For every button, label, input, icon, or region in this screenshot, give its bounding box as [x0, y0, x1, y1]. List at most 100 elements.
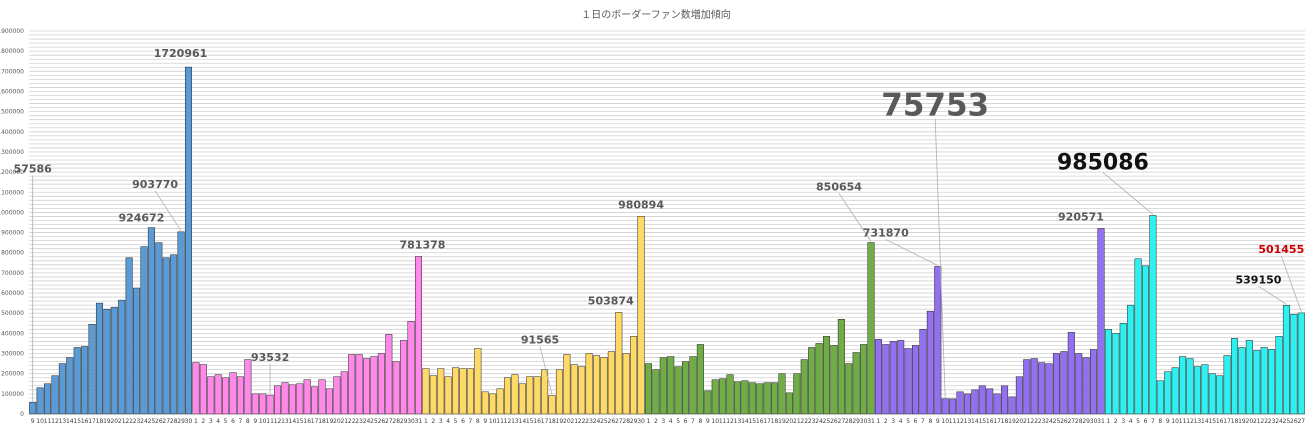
x-tick-label: 9 [936, 418, 940, 425]
bar [1186, 358, 1194, 415]
bar [363, 358, 371, 415]
y-tick-label: 1200000 [0, 169, 24, 176]
x-tick-label: 28 [170, 418, 178, 425]
x-tick-label: 2 [201, 418, 205, 425]
x-tick-label: 20 [563, 418, 571, 425]
bar [1268, 349, 1276, 415]
x-tick-label: 18 [548, 418, 556, 425]
bar [481, 391, 489, 415]
x-tick-label: 29 [1082, 418, 1090, 425]
bar [1260, 347, 1268, 415]
bar [118, 299, 126, 415]
x-tick-label: 13 [511, 418, 519, 425]
x-tick-label: 13 [734, 418, 742, 425]
bar [778, 373, 786, 415]
bar [296, 383, 304, 415]
x-tick-label: 6 [1144, 418, 1148, 425]
bar [541, 369, 549, 415]
x-tick-label: 3 [1121, 418, 1125, 425]
bar [385, 334, 393, 415]
x-tick-label: 1 [647, 418, 651, 425]
bar [251, 393, 259, 415]
x-tick-label: 20 [1016, 418, 1024, 425]
bar [785, 392, 793, 415]
x-tick-label: 26 [608, 418, 616, 425]
x-tick-label: 30 [860, 418, 868, 425]
bar [1290, 313, 1298, 415]
bar [630, 336, 638, 415]
bar [311, 386, 319, 415]
y-tick-label: 1400000 [0, 129, 24, 136]
bar [830, 345, 838, 415]
x-tick-label: 31 [1097, 418, 1105, 425]
annotation-label: 850654 [816, 181, 862, 194]
x-tick-label: 30 [1090, 418, 1098, 425]
bar [934, 266, 942, 415]
bar [1090, 349, 1098, 415]
x-tick-label: 19 [778, 418, 786, 425]
bar [978, 385, 986, 415]
bar [496, 388, 504, 415]
bar [1297, 312, 1305, 415]
bar [177, 231, 185, 415]
x-tick-label: 7 [1151, 418, 1155, 425]
bar [140, 246, 148, 415]
bar [184, 66, 193, 415]
x-tick-label: 29 [630, 418, 638, 425]
x-tick-label: 5 [676, 418, 680, 425]
x-tick-label: 16 [303, 418, 311, 425]
x-tick-label: 14 [741, 418, 749, 425]
annotation-label: 93532 [251, 351, 289, 364]
bar [726, 374, 734, 415]
x-tick-label: 24 [363, 418, 371, 425]
bar [1038, 362, 1046, 415]
bar [696, 344, 704, 415]
bar [199, 364, 207, 415]
x-tick-label: 23 [133, 418, 141, 425]
x-tick-label: 23 [1268, 418, 1276, 425]
x-tick-label: 24 [1275, 418, 1283, 425]
x-tick-label: 24 [815, 418, 823, 425]
x-tick-label: 12 [956, 418, 964, 425]
x-tick-label: 8 [246, 418, 250, 425]
bar [1149, 215, 1157, 415]
x-tick-label: 24 [593, 418, 601, 425]
y-tick-label: 300000 [1, 351, 24, 358]
x-tick-label: 30 [407, 418, 415, 425]
bar [682, 361, 690, 415]
bar [1253, 350, 1261, 415]
x-tick-label: 19 [1008, 418, 1016, 425]
annotation-label: 57586 [14, 162, 53, 175]
x-tick-label: 3 [439, 418, 443, 425]
x-tick-label: 25 [370, 418, 378, 425]
x-tick-label: 9 [483, 418, 487, 425]
x-tick-label: 9 [706, 418, 710, 425]
x-tick-label: 15 [978, 418, 986, 425]
x-tick-label: 12 [1186, 418, 1194, 425]
bar [1216, 375, 1224, 415]
bar [578, 366, 586, 415]
bar [555, 369, 563, 415]
x-tick-label: 11 [949, 418, 957, 425]
x-tick-label: 9 [31, 418, 35, 425]
annotation-label: 781378 [400, 238, 446, 251]
x-tick-label: 10 [711, 418, 719, 425]
x-tick-label: 5 [454, 418, 458, 425]
x-tick-label: 11 [266, 418, 274, 425]
bar [370, 356, 378, 415]
x-tick-label: 4 [669, 418, 673, 425]
bar [733, 381, 741, 415]
y-tick-label: 200000 [1, 371, 24, 378]
bar [637, 216, 645, 415]
x-tick-label: 19 [103, 418, 111, 425]
bar [845, 363, 853, 415]
bar [44, 383, 52, 415]
x-tick-label: 2 [1114, 418, 1118, 425]
bar [1156, 380, 1164, 415]
x-tick-label: 8 [1158, 418, 1162, 425]
bar [1223, 355, 1231, 415]
bar [593, 355, 601, 415]
x-tick-label: 21 [1253, 418, 1261, 425]
bar [437, 368, 445, 415]
bar [1030, 358, 1038, 415]
